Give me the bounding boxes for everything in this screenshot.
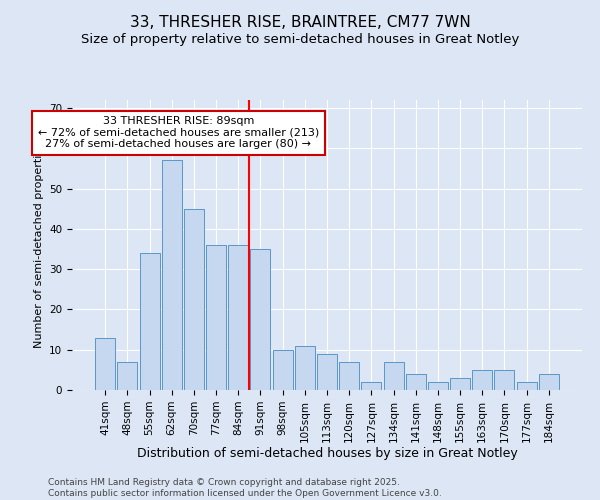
Text: Contains HM Land Registry data © Crown copyright and database right 2025.
Contai: Contains HM Land Registry data © Crown c… xyxy=(48,478,442,498)
Bar xyxy=(361,382,382,390)
Bar xyxy=(450,378,470,390)
Bar xyxy=(383,362,404,390)
Text: Size of property relative to semi-detached houses in Great Notley: Size of property relative to semi-detach… xyxy=(81,32,519,46)
Y-axis label: Number of semi-detached properties: Number of semi-detached properties xyxy=(34,142,44,348)
Text: 33 THRESHER RISE: 89sqm
← 72% of semi-detached houses are smaller (213)
27% of s: 33 THRESHER RISE: 89sqm ← 72% of semi-de… xyxy=(38,116,319,150)
Bar xyxy=(494,370,514,390)
X-axis label: Distribution of semi-detached houses by size in Great Notley: Distribution of semi-detached houses by … xyxy=(137,448,517,460)
Bar xyxy=(250,249,271,390)
Bar xyxy=(228,245,248,390)
Bar xyxy=(295,346,315,390)
Bar xyxy=(118,362,137,390)
Bar xyxy=(339,362,359,390)
Bar xyxy=(517,382,536,390)
Bar xyxy=(95,338,115,390)
Bar xyxy=(317,354,337,390)
Text: 33, THRESHER RISE, BRAINTREE, CM77 7WN: 33, THRESHER RISE, BRAINTREE, CM77 7WN xyxy=(130,15,470,30)
Bar xyxy=(539,374,559,390)
Bar xyxy=(162,160,182,390)
Bar xyxy=(272,350,293,390)
Bar xyxy=(184,209,204,390)
Bar xyxy=(406,374,426,390)
Bar xyxy=(428,382,448,390)
Bar xyxy=(206,245,226,390)
Bar xyxy=(472,370,492,390)
Bar xyxy=(140,253,160,390)
